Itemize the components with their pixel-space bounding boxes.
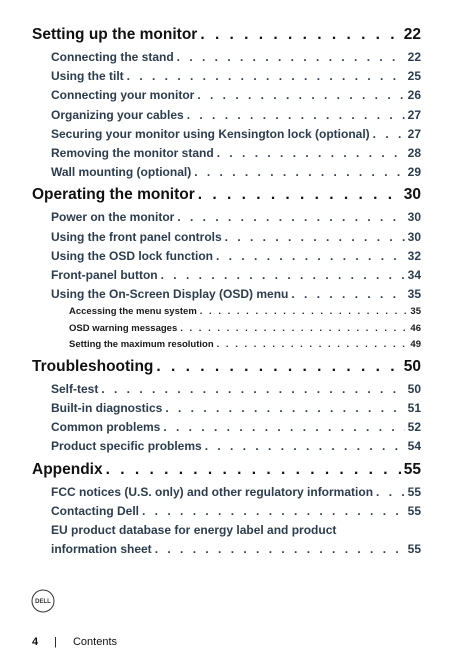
toc-item[interactable]: Securing your monitor using Kensington l…: [32, 127, 421, 146]
toc-item[interactable]: Using the OSD lock function32: [32, 249, 421, 268]
toc-item[interactable]: Removing the monitor stand28: [32, 146, 421, 165]
page-number: 4: [32, 636, 39, 648]
toc-subitem[interactable]: Setting the maximum resolution49: [32, 339, 421, 356]
toc-item-line2: information sheet55: [51, 542, 421, 561]
toc-item[interactable]: Using the On-Screen Display (OSD) menu35: [32, 287, 421, 306]
toc-section-troubleshooting[interactable]: Troubleshooting50: [32, 358, 421, 382]
table-of-contents: Setting up the monitor22 Connecting the …: [32, 24, 421, 561]
footer-separator: |: [54, 636, 57, 648]
toc-item[interactable]: Product specific problems54: [32, 439, 421, 458]
toc-item[interactable]: Using the front panel controls30: [32, 230, 421, 249]
toc-item-line1: EU product database for energy label and…: [51, 522, 337, 537]
toc-section-setting-up[interactable]: Setting up the monitor22: [32, 26, 421, 50]
toc-item-multiline[interactable]: EU product database for energy label and…: [32, 523, 421, 561]
toc-subitem[interactable]: OSD warning messages46: [32, 323, 421, 340]
toc-item[interactable]: Power on the monitor30: [32, 210, 421, 229]
toc-item[interactable]: Connecting your monitor26: [32, 88, 421, 107]
toc-item[interactable]: Using the tilt25: [32, 69, 421, 88]
toc-section-appendix[interactable]: Appendix55: [32, 461, 421, 485]
toc-item[interactable]: Connecting the stand22: [32, 50, 421, 69]
toc-item[interactable]: Built-in diagnostics51: [32, 401, 421, 420]
toc-item[interactable]: FCC notices (U.S. only) and other regula…: [32, 485, 421, 504]
toc-item[interactable]: Front-panel button34: [32, 268, 421, 287]
svg-text:DELL: DELL: [35, 599, 51, 605]
toc-item[interactable]: Wall mounting (optional)29: [32, 165, 421, 184]
toc-item[interactable]: Contacting Dell55: [32, 504, 421, 523]
toc-item[interactable]: Organizing your cables27: [32, 108, 421, 127]
dell-logo-icon: DELL: [31, 589, 55, 613]
toc-item[interactable]: Common problems52: [32, 420, 421, 439]
footer-label: Contents: [72, 636, 118, 648]
toc-section-operating[interactable]: Operating the monitor30: [32, 186, 421, 210]
toc-subitem[interactable]: Accessing the menu system35: [32, 306, 421, 323]
page-footer: 4 | Contents: [32, 636, 117, 648]
toc-item[interactable]: Self-test50: [32, 382, 421, 401]
